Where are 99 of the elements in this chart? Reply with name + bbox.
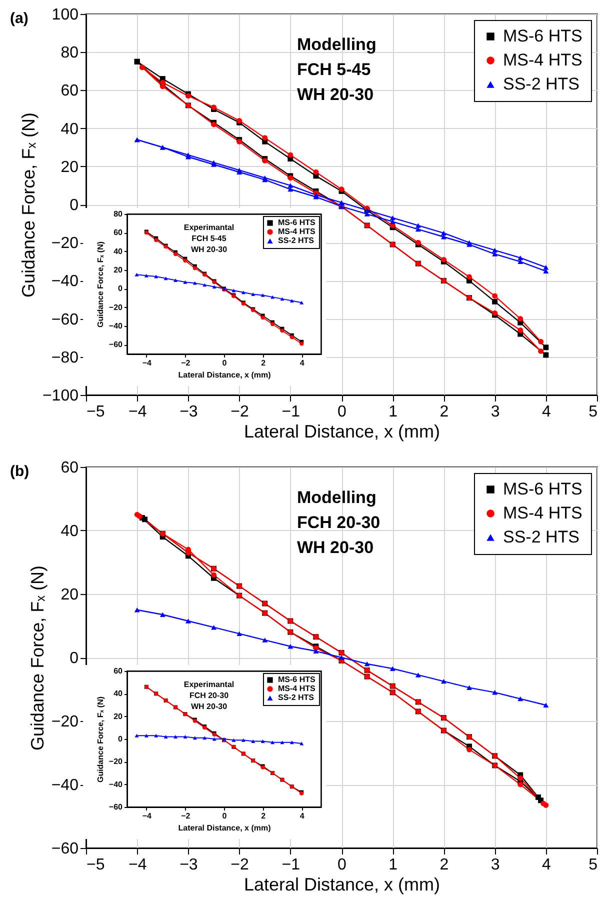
y-axis-title: Guidance Force, Fₓ (N): [96, 696, 105, 783]
y-tick-label: 0: [70, 197, 79, 214]
annotation: FCH 20-30: [189, 691, 230, 700]
y-tick-label: −60: [51, 840, 79, 858]
y-tick-label: 0: [118, 734, 124, 744]
x-tick-label: −4: [128, 404, 147, 420]
legend-label: SS-2 HTS: [278, 693, 315, 702]
chart-title: (b): [10, 463, 30, 480]
y-tick-label: 40: [114, 689, 124, 698]
y-tick-label: −60: [108, 340, 124, 350]
x-tick-label: −5: [86, 856, 105, 874]
y-tick-label: 0: [118, 284, 124, 294]
x-tick-label: 5: [588, 856, 598, 874]
annotation: WH 20-30: [190, 245, 228, 254]
x-tick-label: 2: [440, 404, 449, 420]
y-tick-label: −40: [51, 273, 79, 290]
y-tick-label: 40: [114, 246, 124, 256]
y-tick-label: −40: [108, 322, 124, 330]
legend-label: MS-6 HTS: [278, 675, 316, 684]
y-axis-title: Guidance Force, Fₓ (N): [96, 241, 105, 328]
y-tick-label: −100: [42, 388, 79, 404]
y-tick-label: −40: [108, 780, 124, 789]
legend-label: MS-4 HTS: [278, 227, 316, 236]
y-tick-label: −20: [108, 302, 124, 312]
y-tick-label: 60: [60, 82, 79, 100]
annotation: WH 20-30: [297, 538, 374, 557]
legend-label: MS-6 HTS: [503, 480, 582, 498]
x-tick-label: 0: [338, 404, 347, 420]
annotation: FCH 5-45: [297, 60, 371, 79]
x-tick-label: 3: [490, 404, 500, 420]
y-tick-label: 20: [60, 158, 79, 176]
x-tick-label: 2: [440, 856, 449, 874]
y-tick-label: 20: [60, 586, 79, 604]
y-tick-label: 60: [60, 460, 79, 476]
annotation: Experimantal: [184, 680, 234, 689]
y-tick-label: 60: [114, 666, 124, 676]
x-tick-label: −2: [181, 812, 191, 820]
x-tick-label: 4: [542, 404, 551, 420]
x-tick-label: −2: [181, 358, 191, 368]
y-tick-label: 40: [60, 120, 79, 138]
x-tick-label: −4: [142, 358, 152, 368]
y-tick-label: 80: [60, 44, 79, 62]
legend-label: SS-2 HTS: [503, 528, 580, 546]
x-tick-label: −4: [142, 812, 152, 820]
x-tick-label: 4: [300, 812, 305, 820]
x-tick-label: 0: [338, 856, 347, 874]
legend-label: MS-4 HTS: [503, 504, 582, 522]
x-tick-label: −5: [86, 404, 105, 420]
y-tick-label: 20: [114, 712, 124, 721]
x-tick-label: 5: [588, 404, 598, 420]
x-tick-label: 1: [388, 856, 398, 874]
legend-label: MS-4 HTS: [503, 50, 582, 70]
annotation: FCH 5-45: [192, 234, 227, 243]
annotation: WH 20-30: [297, 85, 374, 104]
legend-label: MS-6 HTS: [503, 26, 582, 46]
x-tick-label: −1: [282, 404, 300, 420]
y-tick-label: 40: [60, 523, 79, 540]
x-tick-label: 1: [388, 404, 398, 420]
y-axis-title: Guidance Force, Fₓ (N): [18, 112, 38, 298]
annotation: WH 20-30: [190, 702, 228, 711]
legend-label: SS-2 HTS: [503, 74, 580, 94]
y-tick-label: 60: [114, 228, 124, 238]
y-axis-title: Guidance Force, Fₓ (N): [27, 566, 48, 750]
y-tick-label: −20: [51, 235, 79, 252]
x-axis-title: Lateral Distance, x (mm): [244, 422, 440, 442]
chart-title: (a): [10, 10, 28, 27]
annotation: Modelling: [297, 35, 376, 54]
x-tick-label: 2: [261, 812, 266, 820]
y-tick-label: 80: [114, 210, 124, 218]
y-tick-label: 0: [70, 650, 79, 667]
y-tick-label: −20: [51, 714, 79, 730]
x-tick-label: −3: [180, 856, 198, 874]
x-axis-title: Lateral Distance, x (mm): [244, 874, 440, 894]
x-tick-label: −3: [180, 404, 198, 420]
x-tick-label: −2: [230, 404, 250, 420]
y-tick-label: −20: [108, 757, 124, 766]
annotation: FCH 20-30: [297, 513, 380, 532]
x-tick-label: −2: [230, 856, 250, 874]
y-tick-label: 100: [52, 6, 79, 24]
x-tick-label: 0: [222, 358, 228, 368]
y-tick-label: −60: [108, 802, 124, 812]
x-tick-label: 3: [490, 856, 500, 874]
x-axis-title: Lateral Distance, x (mm): [178, 370, 272, 380]
x-axis-title: Lateral Distance, x (mm): [178, 824, 272, 832]
x-tick-label: 2: [261, 358, 266, 368]
x-tick-label: 4: [300, 358, 305, 368]
x-tick-label: −1: [282, 856, 300, 874]
y-tick-label: −80: [51, 349, 79, 366]
legend-label: MS-6 HTS: [278, 218, 316, 227]
legend-label: MS-4 HTS: [278, 684, 316, 693]
y-tick-label: −60: [51, 311, 79, 328]
y-tick-label: −40: [51, 777, 79, 794]
annotation: Modelling: [297, 488, 376, 507]
x-tick-label: −4: [128, 856, 147, 874]
x-tick-label: 0: [222, 812, 228, 820]
x-tick-label: 4: [542, 856, 551, 874]
legend-label: SS-2 HTS: [278, 236, 315, 245]
y-tick-label: 20: [114, 266, 124, 274]
annotation: Experimantal: [184, 223, 234, 232]
